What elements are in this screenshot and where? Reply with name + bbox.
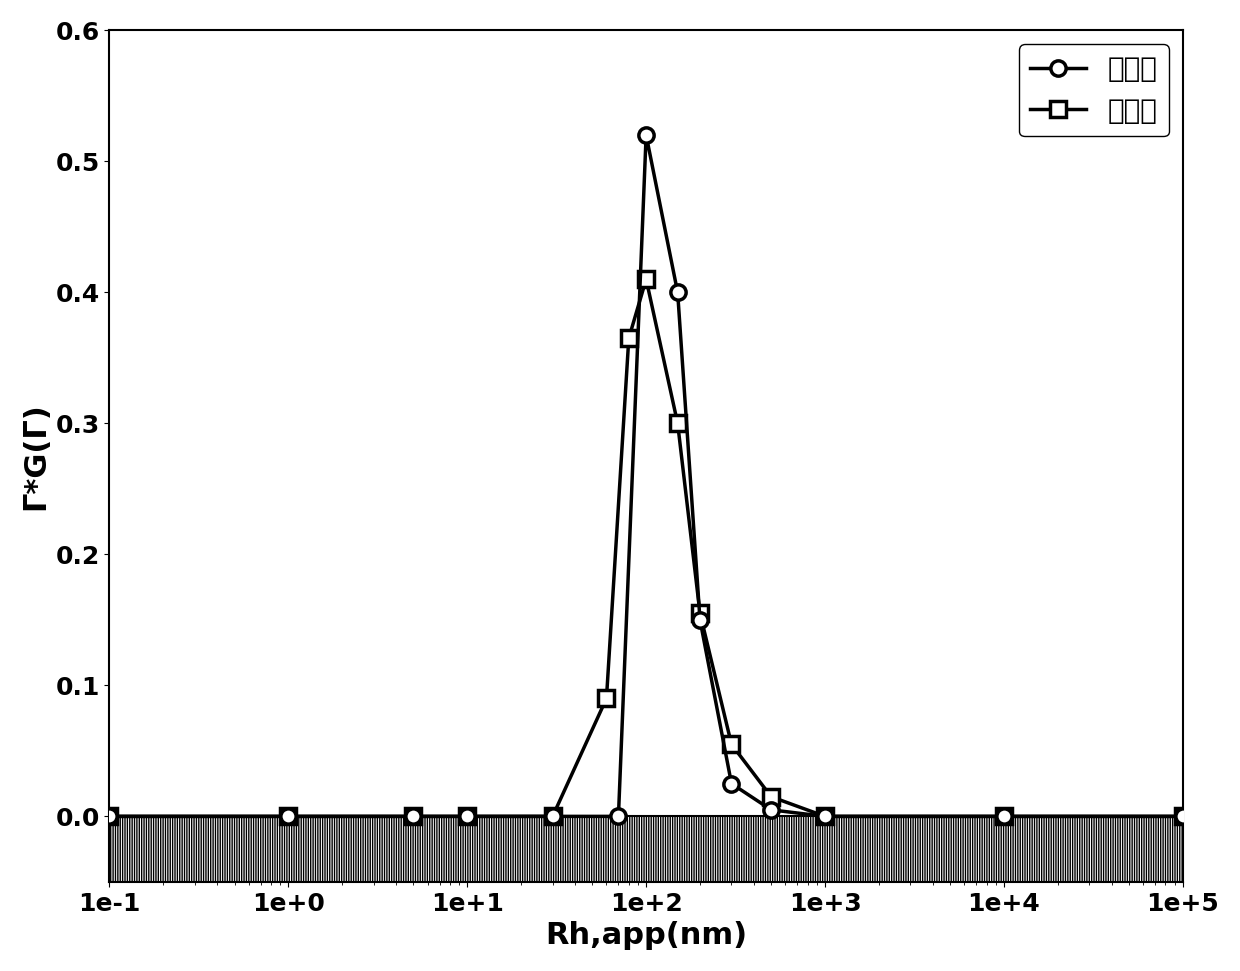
分离后 [764, 804, 779, 816]
分离前 [599, 692, 614, 704]
分离后 [817, 811, 832, 822]
分离后 [670, 286, 684, 298]
分离前 [670, 418, 684, 429]
分离前 [724, 739, 739, 751]
分离后 [997, 811, 1012, 822]
X-axis label: Rh,app(nm): Rh,app(nm) [546, 921, 748, 951]
Y-axis label: Γ*G(Γ): Γ*G(Γ) [21, 402, 50, 510]
分离后 [724, 778, 739, 789]
Legend: 分离后, 分离前: 分离后, 分离前 [1019, 45, 1169, 136]
分离后 [693, 614, 708, 625]
分离前 [693, 608, 708, 619]
分离后 [1176, 811, 1190, 822]
分离后 [102, 811, 117, 822]
分离后 [281, 811, 296, 822]
分离后 [611, 811, 626, 822]
分离前 [102, 811, 117, 822]
分离前 [997, 811, 1012, 822]
分离前 [639, 274, 653, 285]
分离前 [621, 332, 636, 344]
分离后 [546, 811, 560, 822]
分离前 [1176, 811, 1190, 822]
Line: 分离后: 分离后 [102, 127, 1190, 824]
分离前 [764, 791, 779, 803]
分离后 [460, 811, 475, 822]
分离前 [460, 811, 475, 822]
分离前 [405, 811, 420, 822]
分离前 [817, 811, 832, 822]
分离后 [405, 811, 420, 822]
分离前 [546, 811, 560, 822]
分离后 [639, 129, 653, 141]
分离前 [281, 811, 296, 822]
Line: 分离前: 分离前 [102, 272, 1190, 824]
